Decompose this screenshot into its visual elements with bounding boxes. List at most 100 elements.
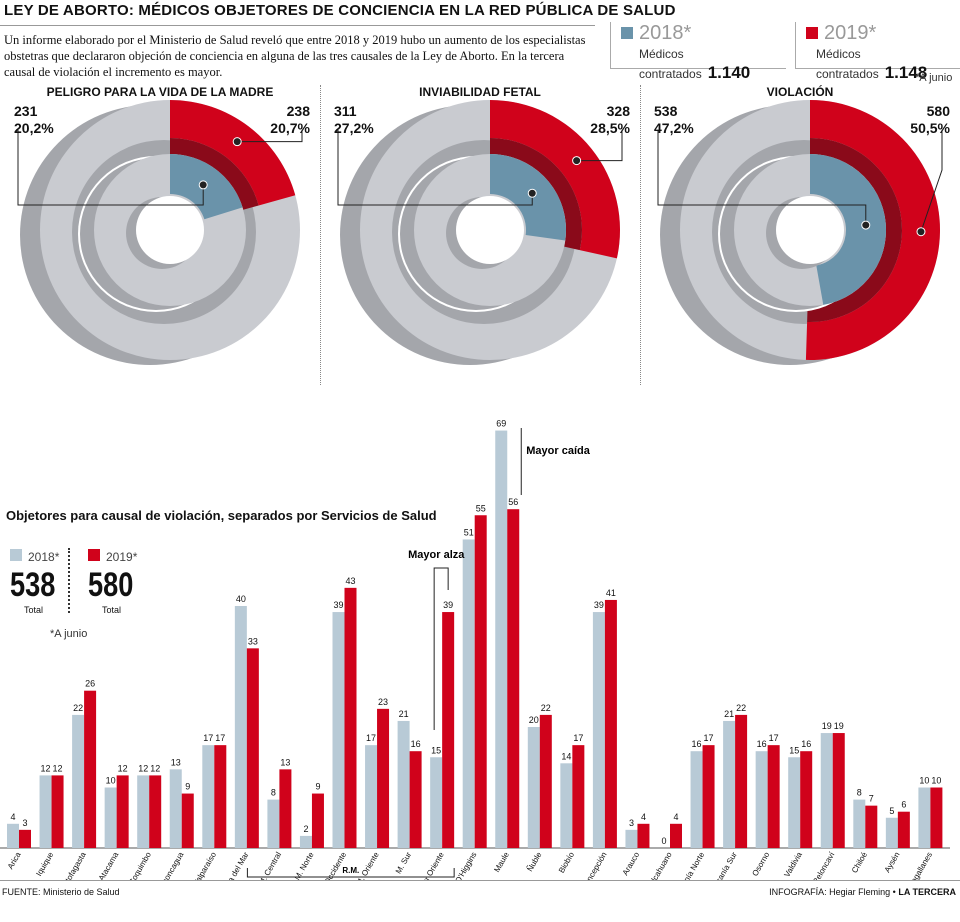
bar-2018 xyxy=(267,799,280,848)
tick-label: M. Oriente xyxy=(354,850,381,880)
legend-2018: 2018* 538 Total xyxy=(10,548,67,615)
bar-2018 xyxy=(690,751,703,848)
bar-2019 xyxy=(19,829,31,848)
data-label: 12 xyxy=(41,763,51,773)
data-label: 22 xyxy=(541,703,551,713)
data-label: 69 xyxy=(496,419,506,429)
bar-2018 xyxy=(788,757,801,848)
legend-swatch-2018 xyxy=(10,549,22,561)
percent: 20,2% xyxy=(14,120,54,136)
segment-2019-depth xyxy=(490,138,582,251)
bar-2018 xyxy=(625,829,638,848)
data-label: 9 xyxy=(185,782,190,792)
bar-2018 xyxy=(527,727,540,848)
data-label: 16 xyxy=(801,739,811,749)
bar-2018 xyxy=(462,539,475,848)
donut-title: PELIGRO PARA LA VIDA DE LA MADRE xyxy=(46,85,274,99)
legend-label: 2019* xyxy=(106,550,138,564)
tick-label: Maule xyxy=(492,850,511,874)
bar-2018 xyxy=(137,775,150,848)
donut-hole xyxy=(136,196,204,264)
rm-bracket xyxy=(246,868,455,878)
segment-2019 xyxy=(490,100,620,259)
summary-value: 1.140 xyxy=(707,63,751,82)
data-label: 12 xyxy=(53,763,63,773)
divider xyxy=(640,85,641,385)
bar-2019 xyxy=(442,612,455,848)
segment-2019 xyxy=(805,100,940,361)
footnote: *A junio xyxy=(915,72,953,84)
legend-swatch-2019 xyxy=(806,27,818,39)
donut-hole xyxy=(456,196,524,264)
value-2019: 580 50,5% xyxy=(902,103,950,137)
bar-2019 xyxy=(800,751,813,848)
bar-2019 xyxy=(507,509,520,848)
bar-2018 xyxy=(202,745,215,848)
count: 328 xyxy=(606,103,630,119)
count: 311 xyxy=(334,103,357,119)
data-label: 13 xyxy=(171,757,181,767)
bar-2019 xyxy=(246,648,259,848)
donut-hole xyxy=(776,196,844,264)
data-label: 3 xyxy=(629,818,634,828)
donut-title: VIOLACIÓN xyxy=(766,85,834,99)
data-label: 5 xyxy=(889,806,894,816)
bar-2018 xyxy=(430,757,443,848)
bar-2019 xyxy=(409,751,422,848)
tick-label: M. Sur Oriente xyxy=(412,850,446,880)
data-label: 3 xyxy=(22,818,27,828)
data-label: 17 xyxy=(769,733,779,743)
value-2019: 238 20,7% xyxy=(262,103,310,137)
legend-swatch-2018 xyxy=(621,27,633,39)
donut-title: INVIABILIDAD FETAL xyxy=(419,85,541,99)
marker-2018 xyxy=(527,188,537,198)
tick-label: Viña del Mar xyxy=(220,850,250,880)
value-2018: 538 47,2% xyxy=(654,103,694,137)
bar-2018 xyxy=(299,835,312,848)
leader-2019 xyxy=(576,130,623,162)
bar-2019 xyxy=(51,775,64,848)
bar-2018 xyxy=(7,823,19,848)
tick-label: Atacama xyxy=(97,850,121,880)
bar-2018 xyxy=(234,606,247,848)
data-label: 6 xyxy=(901,800,906,810)
bar-2018 xyxy=(332,612,345,848)
marker-2019 xyxy=(232,137,242,147)
page-title: LEY DE ABORTO: MÉDICOS OBJETORES DE CONC… xyxy=(4,2,676,19)
tick-label: M. Central xyxy=(257,850,283,880)
annotation-max-rise: Mayor alza xyxy=(408,549,465,561)
bar-2019 xyxy=(279,769,292,848)
leader-2019 xyxy=(237,130,303,143)
tick-label: Antofagasta xyxy=(59,850,88,880)
segment-2018 xyxy=(810,154,886,305)
bar-2019 xyxy=(311,793,324,848)
brand-logo: LA TERCERA xyxy=(898,887,956,897)
data-label: 10 xyxy=(919,776,929,786)
bar-2018 xyxy=(592,612,605,848)
bar-2019 xyxy=(735,714,748,848)
bar-2018 xyxy=(755,751,768,848)
legend-2019: 2019* 580 Total xyxy=(88,548,145,615)
bar-2018 xyxy=(72,714,85,848)
data-label: 26 xyxy=(85,679,95,689)
total-2018: 538 xyxy=(10,566,56,604)
bar-2019 xyxy=(767,745,780,848)
total-2019: 580 xyxy=(88,566,134,604)
data-label: 56 xyxy=(508,497,518,507)
bar-2019 xyxy=(897,811,910,848)
tick-label: Talcahuano xyxy=(645,850,674,880)
data-label: 17 xyxy=(215,733,225,743)
bar-2019 xyxy=(474,515,487,848)
count: 538 xyxy=(654,103,678,119)
bar-2019 xyxy=(572,745,585,848)
segment-2019-depth xyxy=(170,138,259,210)
data-label: 22 xyxy=(73,703,83,713)
year-label: 2019* xyxy=(824,22,877,44)
tick-label: Del Reloncaví xyxy=(804,850,837,880)
marker-2019 xyxy=(916,227,926,237)
segment-2018 xyxy=(490,154,566,241)
divider xyxy=(68,548,70,613)
bar-2018 xyxy=(560,763,573,848)
rm-label: R.M. xyxy=(342,866,359,875)
